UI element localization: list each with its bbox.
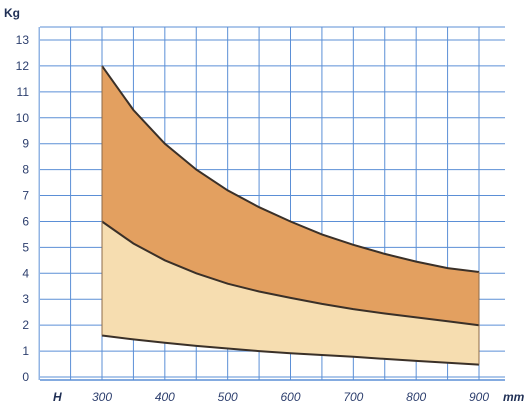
y-tick-label: 6 bbox=[22, 214, 29, 228]
y-tick-label: 9 bbox=[22, 137, 29, 151]
upper-curve-line bbox=[101, 65, 480, 273]
y-tick-label: 5 bbox=[22, 240, 29, 254]
lower-curve-line bbox=[101, 334, 480, 366]
y-tick-label: 2 bbox=[22, 318, 29, 332]
x-axis-label: mm bbox=[503, 390, 525, 404]
y-tick-label: 12 bbox=[16, 59, 30, 73]
bands bbox=[102, 65, 479, 365]
middle-curve-line bbox=[101, 220, 480, 327]
x-tick-label: 400 bbox=[155, 390, 175, 404]
x-tick-label: 500 bbox=[218, 390, 238, 404]
x-tick-label: 700 bbox=[343, 390, 363, 404]
upper-band-area bbox=[102, 65, 479, 326]
y-tick-label: 4 bbox=[22, 266, 29, 280]
x-tick-label: 600 bbox=[280, 390, 300, 404]
x-tick-label: 300 bbox=[92, 390, 112, 404]
curves bbox=[101, 65, 480, 366]
y-axis-label: Kg bbox=[4, 6, 20, 20]
y-tick-label: 0 bbox=[22, 370, 29, 384]
y-tick-label: 10 bbox=[16, 111, 30, 125]
y-tick-label: 8 bbox=[22, 163, 29, 177]
y-tick-label: 3 bbox=[22, 292, 29, 306]
y-tick-label: 13 bbox=[16, 33, 30, 47]
x-tick-label: 800 bbox=[406, 390, 426, 404]
lower-band-area bbox=[102, 221, 479, 365]
y-tick-label: 11 bbox=[17, 85, 30, 99]
y-tick-label: 7 bbox=[22, 189, 29, 203]
x-tick-label: 900 bbox=[469, 390, 489, 404]
x-origin-label: H bbox=[53, 390, 62, 404]
y-tick-label: 1 bbox=[22, 344, 29, 358]
